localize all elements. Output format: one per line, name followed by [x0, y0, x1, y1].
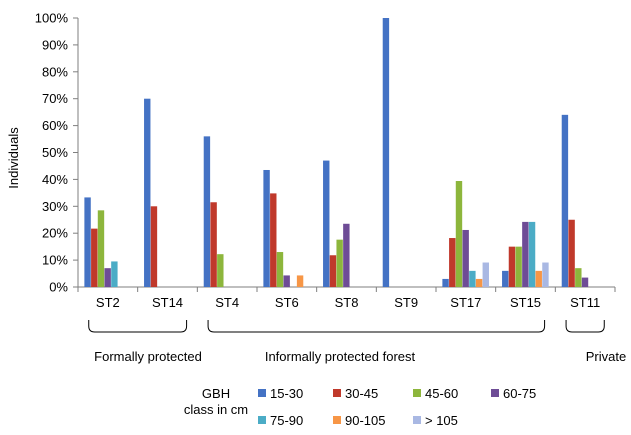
legend-label: 90-105 [345, 413, 385, 428]
x-tick-label: ST8 [335, 295, 359, 310]
group-label: Private [586, 349, 626, 364]
x-tick-label: ST6 [275, 295, 299, 310]
y-tick-label: 30% [42, 199, 68, 214]
bar [263, 169, 270, 287]
legend-label: > 105 [425, 413, 458, 428]
y-tick-label: 90% [42, 37, 68, 52]
x-tick-label: ST11 [570, 295, 600, 310]
legend-title-line2: class in cm [184, 402, 248, 417]
bar [455, 181, 463, 287]
bar [104, 268, 111, 287]
bar [442, 278, 449, 287]
bar [210, 202, 217, 287]
bar [382, 18, 390, 287]
bar [575, 268, 582, 287]
bar [329, 255, 337, 287]
y-tick-label: 100% [35, 11, 69, 26]
bar [528, 221, 536, 287]
x-tick-label: ST15 [510, 295, 541, 310]
bar [336, 239, 343, 287]
bar [91, 228, 98, 287]
bar [276, 252, 284, 287]
bar [203, 136, 211, 287]
legend-swatch [413, 416, 421, 424]
legend-swatch [258, 389, 266, 397]
legend-swatch [491, 389, 499, 397]
bar [508, 246, 516, 287]
bar [502, 270, 509, 287]
x-tick-label: ST14 [152, 295, 183, 310]
y-tick-labels: 0% 10% 20% 30% 40% 50% 60% 70% 80% 90% 100% [35, 11, 69, 295]
legend: GBH class in cm 15-30 30-45 45-60 60-75 75-9… [184, 386, 536, 428]
bar [84, 197, 91, 287]
bar [150, 206, 158, 287]
category-labels: ST2 ST14 ST4 ST6 ST8 ST9 ST17 ST15 ST11 [96, 295, 600, 310]
y-tick-label: 40% [42, 172, 68, 187]
bars [84, 18, 589, 287]
bar [581, 277, 589, 287]
y-tick-label: 60% [42, 118, 68, 133]
x-tick-label: ST4 [215, 295, 239, 310]
bar [270, 193, 277, 287]
legend-title-line1: GBH [202, 386, 230, 401]
bar [522, 221, 529, 287]
group-label: Formally protected [94, 349, 202, 364]
group-bracket [88, 320, 188, 333]
legend-label: 30-45 [345, 386, 378, 401]
legend-label: 75-90 [270, 413, 303, 428]
bar [561, 114, 569, 287]
y-tick-label: 20% [42, 226, 68, 241]
bar [283, 275, 290, 287]
bar [343, 223, 350, 287]
legend-label: 45-60 [425, 386, 458, 401]
bar [515, 246, 522, 287]
y-axis-label: Individuals [6, 127, 21, 189]
bar [535, 270, 542, 287]
y-tick-label: 70% [42, 91, 68, 106]
bar [475, 278, 483, 287]
legend-swatch [258, 416, 266, 424]
bar [217, 254, 224, 287]
legend-label: 60-75 [503, 386, 536, 401]
bar [111, 261, 118, 287]
x-tick-label: ST2 [96, 295, 120, 310]
legend-swatch [413, 389, 421, 397]
legend-swatch [333, 416, 341, 424]
bar [97, 210, 105, 287]
y-tick-label: 80% [42, 64, 68, 79]
legend-label: 15-30 [270, 386, 303, 401]
group-bracket [565, 320, 605, 333]
x-tick-label: ST9 [394, 295, 418, 310]
y-tick-label: 0% [49, 280, 68, 295]
y-tick-label: 10% [42, 253, 68, 268]
bar [323, 160, 330, 287]
legend-swatch [333, 389, 341, 397]
x-tick-label: ST17 [450, 295, 481, 310]
bar [482, 262, 489, 287]
bar [568, 219, 575, 287]
group-bracket [207, 320, 546, 333]
bar [462, 229, 469, 287]
group-label: Informally protected forest [265, 349, 416, 364]
bar [449, 238, 456, 287]
bar [542, 262, 549, 287]
bar [469, 270, 476, 287]
bar [296, 275, 304, 287]
y-tick-label: 50% [42, 145, 68, 160]
site-groups: Formally protected Informally protected f… [88, 320, 626, 364]
bar [144, 98, 151, 287]
